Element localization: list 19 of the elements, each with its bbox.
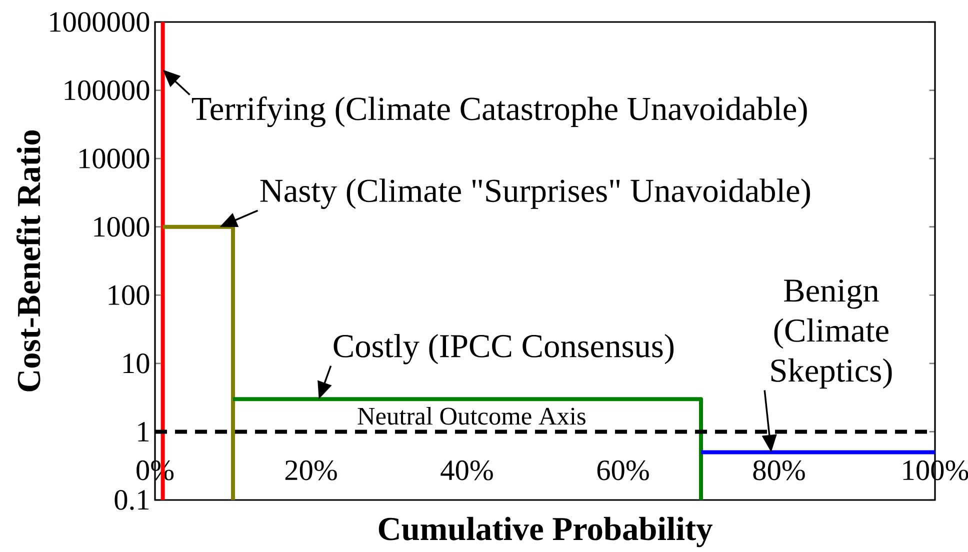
y-tick-label: 100 — [108, 285, 150, 306]
x-tick-label: 80% — [753, 460, 805, 480]
annotation: Benign (Climate Skeptics) — [771, 280, 892, 389]
annotation: Nasty (Climate "Surprises" Unavoidable) — [260, 178, 810, 209]
y-tick-label: 100000 — [64, 80, 150, 100]
annotation: Terrifying (Climate Catastrophe Unavoidable) — [192, 96, 807, 128]
y-tick-label: 1 — [138, 422, 149, 442]
y-tick-label: 1000000 — [50, 12, 150, 32]
x-tick-label: 60% — [597, 460, 649, 480]
x-tick-label: 20% — [285, 460, 337, 480]
y-axis-title: Cost-Benefit Ratio — [16, 130, 40, 392]
x-tick-label: 40% — [440, 460, 493, 480]
y-tick-label: 10000 — [80, 148, 150, 168]
annotation: Costly (IPCC Consensus) — [334, 334, 674, 364]
y-tick-label: 10 — [124, 354, 150, 374]
y-tick-label: 1000 — [94, 216, 150, 237]
y-tick-label: 0.1 — [114, 490, 149, 510]
ref-line-label: Neutral Outcome Axis — [358, 406, 586, 425]
x-axis-title: Cumulative Probability — [378, 516, 712, 548]
